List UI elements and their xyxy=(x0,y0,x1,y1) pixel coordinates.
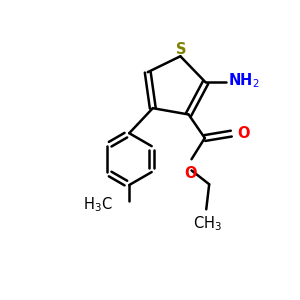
Text: CH$_3$: CH$_3$ xyxy=(193,214,222,233)
Text: O: O xyxy=(184,166,196,181)
Text: O: O xyxy=(237,125,250,140)
Text: H$_3$C: H$_3$C xyxy=(83,195,113,214)
Text: S: S xyxy=(176,42,186,57)
Text: NH$_2$: NH$_2$ xyxy=(228,72,260,90)
